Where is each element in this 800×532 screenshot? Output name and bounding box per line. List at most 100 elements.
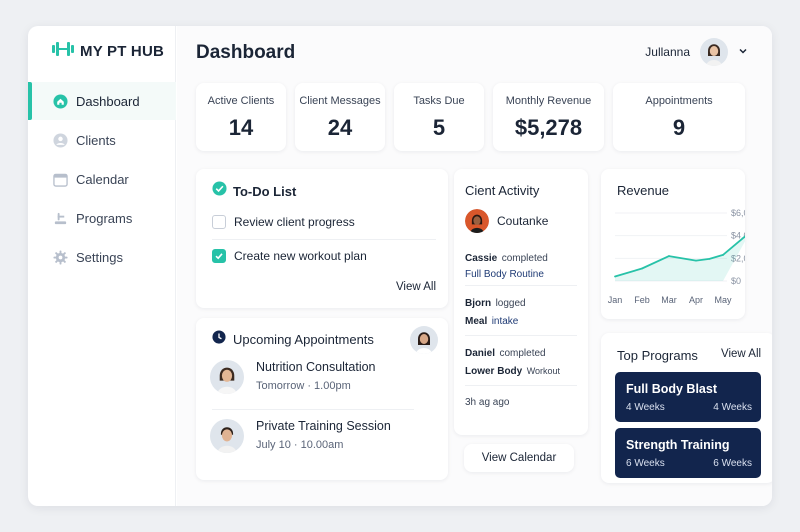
sidebar-item-dashboard[interactable]: Dashboard	[28, 82, 176, 120]
program-duration-right: 6 Weeks	[713, 458, 752, 469]
activity-action: completed	[499, 348, 546, 359]
stat-value: 5	[432, 115, 446, 140]
stat-label: Appointments	[645, 95, 713, 107]
avatar	[465, 209, 489, 233]
activity-client-name: Daniel	[465, 348, 496, 359]
user-icon	[52, 132, 68, 148]
main-content: Dashboard Jullanna Active Clients 14 Cli…	[177, 26, 772, 506]
page-title: Dashboard	[196, 42, 296, 63]
activity-detail: Full Body Routine	[465, 269, 544, 280]
stat-value: 9	[672, 115, 686, 140]
stat-value: 14	[228, 115, 254, 140]
revenue-title: Revenue	[617, 183, 670, 198]
top-programs-card: Top Programs View All Full Body Blast 4 …	[601, 333, 772, 483]
todo-card: To-Do List Review client progress Create…	[196, 169, 448, 308]
featured-client-name: Coutanke	[497, 214, 549, 228]
todo-item[interactable]: Create new workout plan	[212, 249, 367, 263]
avatar	[700, 38, 728, 66]
data-point	[668, 255, 670, 257]
appointment-item[interactable]: Nutrition Consultation Tomorrow · 1.00pm	[210, 360, 376, 394]
activity-timestamp: 3h ag ago	[465, 397, 510, 408]
user-name: Jullanna	[645, 45, 690, 59]
activity-client-name: Cassie	[465, 253, 498, 264]
appointments-title: Upcoming Appointments	[233, 332, 374, 347]
gear-icon	[52, 249, 68, 265]
sidebar-item-settings[interactable]: Settings	[28, 238, 176, 276]
appointment-title: Nutrition Consultation	[256, 360, 376, 374]
checkbox[interactable]	[212, 215, 226, 229]
avatar	[410, 326, 438, 354]
sidebar-item-label: Clients	[76, 132, 116, 148]
stat-card-client-messages[interactable]: Client Messages 24	[295, 83, 385, 151]
sidebar-item-clients[interactable]: Clients	[28, 121, 176, 159]
stat-label: Client Messages	[299, 95, 381, 107]
appointment-time: July 10 · 10.00am	[256, 439, 344, 451]
revenue-area	[615, 236, 745, 281]
divider	[212, 409, 414, 410]
sidebar-item-label: Programs	[76, 210, 133, 226]
data-point	[614, 275, 616, 278]
y-tick-label: $4,000	[731, 231, 745, 241]
dumbbell-logo-icon	[52, 42, 74, 61]
activity-entry[interactable]: Bjorn logged Meal intake	[465, 294, 526, 330]
appointment-text: Nutrition Consultation Tomorrow · 1.00pm	[256, 360, 376, 394]
stat-label: Monthly Revenue	[505, 95, 592, 107]
sidebar-item-calendar[interactable]: Calendar	[28, 160, 176, 198]
x-tick-label: Apr	[689, 295, 703, 305]
todo-item-label: Create new workout plan	[234, 249, 367, 263]
activity-client-name: Bjorn	[465, 298, 492, 309]
sidebar-item-label: Settings	[76, 249, 123, 265]
user-menu[interactable]: Jullanna	[645, 38, 748, 66]
revenue-card: Revenue $6,000 $4,000 $2,000 $0 Jan Feb Mar Apr…	[601, 169, 745, 319]
home-icon	[52, 93, 68, 109]
view-calendar-label: View Calendar	[481, 452, 557, 464]
activity-detail: Workout	[526, 366, 561, 376]
appointments-card: Upcoming Appointments Nutrition Consulta…	[196, 318, 448, 480]
program-card-full-body-blast[interactable]: Full Body Blast 4 Weeks 4 Weeks	[615, 372, 761, 422]
todo-title: To-Do List	[233, 183, 297, 199]
program-card-strength-training[interactable]: Strength Training 6 Weeks 6 Weeks	[615, 428, 761, 478]
program-name: Strength Training	[626, 438, 730, 452]
sidebar-nav: Dashboard Clients Calendar Programs	[28, 82, 176, 277]
view-calendar-button[interactable]: View Calendar	[464, 444, 574, 472]
activity-entry[interactable]: Daniel completed Lower Body Workout	[465, 344, 560, 380]
app-window: MY PT HUB Dashboard Clients Calendar	[28, 26, 772, 506]
appointment-time: Tomorrow · 1.00pm	[256, 380, 351, 392]
divider	[465, 385, 577, 386]
programs-view-all-link[interactable]: View All	[721, 348, 762, 360]
todo-view-all-link[interactable]: View All	[395, 281, 436, 293]
appointment-item[interactable]: Private Training Session July 10 · 10.00…	[210, 419, 391, 453]
checkbox-checked[interactable]	[212, 249, 226, 263]
divider	[212, 239, 436, 240]
activity-detail-bold: Lower Body	[465, 366, 523, 377]
stat-value: $5,278	[514, 115, 583, 140]
appointment-title: Private Training Session	[256, 419, 391, 433]
activity-action: completed	[501, 253, 548, 264]
dumbbell-icon	[52, 210, 68, 226]
check-circle-icon	[212, 181, 227, 201]
activity-entry[interactable]: Cassie completed Full Body Routine	[465, 249, 548, 283]
stat-value: 24	[327, 115, 353, 140]
stat-card-appointments[interactable]: Appointments 9	[613, 83, 745, 151]
chevron-down-icon[interactable]	[738, 45, 748, 59]
data-point	[695, 259, 697, 262]
stat-label: Tasks Due	[413, 95, 465, 107]
todo-item[interactable]: Review client progress	[212, 215, 355, 229]
y-tick-label: $0	[731, 276, 741, 286]
program-duration: 6 Weeks	[626, 458, 665, 469]
sidebar-item-programs[interactable]: Programs	[28, 199, 176, 237]
avatar	[210, 419, 244, 453]
stat-card-active-clients[interactable]: Active Clients 14	[196, 83, 286, 151]
data-point	[641, 267, 643, 270]
activity-detail-bold: Meal	[465, 316, 488, 327]
brand-name: MY PT HUB	[80, 43, 165, 60]
x-tick-label: May	[714, 295, 732, 305]
logo[interactable]: MY PT HUB	[52, 42, 164, 61]
appointment-text: Private Training Session July 10 · 10.00…	[256, 419, 391, 453]
stat-card-tasks-due[interactable]: Tasks Due 5	[394, 83, 484, 151]
todo-header: To-Do List	[212, 181, 296, 201]
todo-item-label: Review client progress	[234, 215, 355, 229]
stat-card-monthly-revenue[interactable]: Monthly Revenue $5,278	[493, 83, 604, 151]
featured-client[interactable]: Coutanke	[465, 209, 548, 233]
divider	[465, 285, 577, 286]
